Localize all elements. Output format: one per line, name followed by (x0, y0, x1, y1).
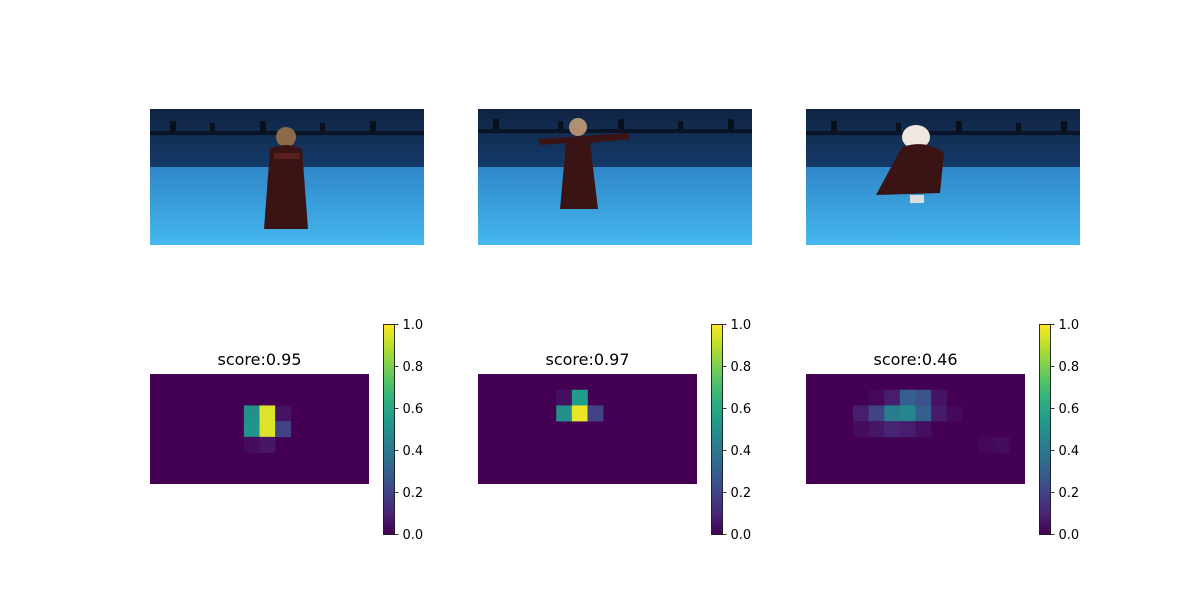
colorbar-tick-label: 0.8 (403, 360, 424, 375)
heatmap-cell (869, 405, 885, 421)
heatmap-title-2: score:0.97 (478, 350, 697, 369)
heatmap-cell (275, 405, 291, 421)
heatmap-cell (916, 390, 932, 406)
stage-photo-1 (150, 109, 424, 245)
colorbar-tick-label: 1.0 (403, 318, 424, 333)
heatmap-cell (900, 390, 916, 406)
heatmap-cell (588, 405, 604, 421)
colorbar-gradient (1040, 325, 1051, 535)
heatmap-cell (884, 421, 900, 437)
heatmap-cell (994, 437, 1010, 453)
colorbar-tick-label: 0.4 (731, 444, 752, 459)
heatmap-cell (244, 405, 260, 421)
colorbar-tick-label: 1.0 (731, 318, 752, 333)
colorbar-gradient (712, 325, 723, 535)
heatmap-cell (916, 421, 932, 437)
heatmap-title-1: score:0.95 (150, 350, 369, 369)
heatmap-cell (853, 421, 869, 437)
heatmap-cell (978, 437, 994, 453)
colorbar-tick-label: 0.6 (1059, 402, 1080, 417)
colorbar-tick-label: 0.0 (403, 528, 424, 543)
colorbar-2: 0.0 0.2 0.4 0.6 0.8 1.0 (711, 324, 771, 536)
heatmap-cell (931, 405, 947, 421)
heatmap-title-3: score:0.46 (806, 350, 1025, 369)
colorbar-tick-label: 0.2 (1059, 486, 1080, 501)
colorbar-tick-label: 0.4 (403, 444, 424, 459)
colorbar-tick-label: 0.6 (403, 402, 424, 417)
heatmap-cell (884, 405, 900, 421)
heatmap-cell (853, 405, 869, 421)
stage-photo-3 (806, 109, 1080, 245)
heatmap-cell (869, 390, 885, 406)
heatmap-cell (260, 405, 276, 421)
colorbar-tick-label: 1.0 (1059, 318, 1080, 333)
heatmap-cell (244, 437, 260, 453)
heatmap-cell (869, 421, 885, 437)
heatmap-cell (947, 405, 963, 421)
colorbar-tick-label: 0.0 (731, 528, 752, 543)
heatmap-2 (478, 374, 697, 484)
colorbar-gradient (384, 325, 395, 535)
colorbar-1: 0.0 0.2 0.4 0.6 0.8 1.0 (383, 324, 443, 536)
heatmap-cell (884, 390, 900, 406)
heatmap-3 (806, 374, 1025, 484)
colorbar-tick-label: 0.6 (731, 402, 752, 417)
heatmap-cell (572, 405, 588, 421)
colorbar-tick-label: 0.0 (1059, 528, 1080, 543)
colorbar-tick-label: 0.2 (403, 486, 424, 501)
colorbar-tick-label: 0.8 (731, 360, 752, 375)
heatmap-cell (556, 390, 572, 406)
heatmap-cell (931, 390, 947, 406)
stage-photo-2 (478, 109, 752, 245)
colorbar-tick-label: 0.4 (1059, 444, 1080, 459)
heatmap-cell (900, 421, 916, 437)
heatmap-cell (900, 405, 916, 421)
heatmap-cell (572, 390, 588, 406)
heatmap-1 (150, 374, 369, 484)
heatmap-cell (556, 405, 572, 421)
heatmap-cell (916, 405, 932, 421)
heatmap-cell (275, 421, 291, 437)
heatmap-cell (244, 421, 260, 437)
colorbar-3: 0.0 0.2 0.4 0.6 0.8 1.0 (1039, 324, 1099, 536)
colorbar-tick-label: 0.2 (731, 486, 752, 501)
heatmap-cell (260, 437, 276, 453)
heatmap-cell (260, 421, 276, 437)
colorbar-tick-label: 0.8 (1059, 360, 1080, 375)
